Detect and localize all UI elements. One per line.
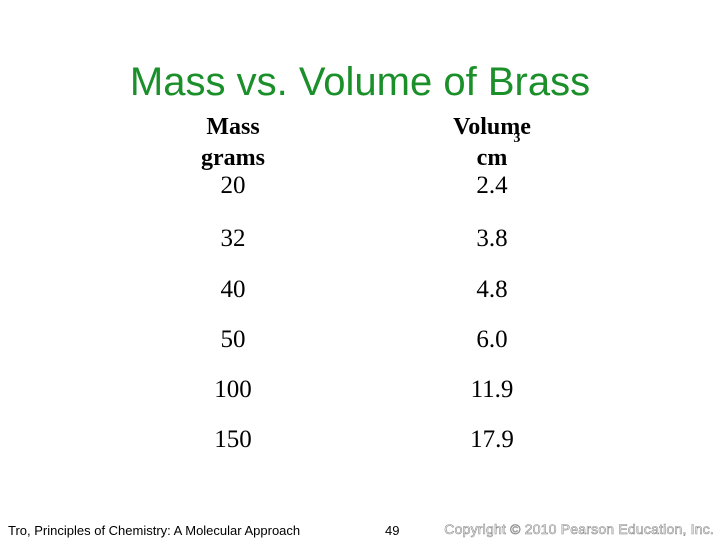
volume-header-label: Volume [453,114,531,140]
volume-header-unit-line: cm 3 [372,131,612,174]
table-row: 50 6.0 [0,320,720,360]
table-row: 150 17.9 [0,420,720,460]
mass-header-label: Mass [206,114,260,140]
table-row: 20 2.4 [0,166,720,206]
mass-cell: 150 [214,426,252,453]
mass-column-header: Mass grams [113,112,353,174]
mass-cell: 50 [220,326,246,353]
mass-volume-table: Mass grams Volume cm 3 20 2.4 32 3.8 40 … [0,112,720,472]
table-row: 32 3.8 [0,219,720,259]
mass-cell: 20 [220,172,246,199]
volume-column-header: Volume cm 3 [372,112,612,174]
footer-source: Tro, Principles of Chemistry: A Molecula… [8,523,301,538]
mass-header-unit: grams [201,145,265,171]
volume-cell: 2.4 [476,172,508,199]
footer-page-number: 49 [385,523,400,538]
volume-cell: 17.9 [470,426,514,453]
mass-cell: 40 [220,276,246,303]
slide-title: Mass vs. Volume of Brass [129,60,591,104]
volume-cell: 4.8 [476,276,508,303]
mass-cell: 100 [214,376,252,403]
mass-cell: 32 [220,225,246,252]
volume-header-unit: cm [476,145,508,171]
volume-unit-wrapper: cm 3 [476,131,521,174]
volume-cell: 3.8 [476,225,508,252]
volume-cell: 11.9 [470,376,514,403]
footer-copyright: Copyright © 2010 Pearson Education, Inc. [444,521,714,538]
volume-cell: 6.0 [476,326,508,353]
volume-unit-superscript: 3 [513,131,521,146]
table-row: 40 4.8 [0,270,720,310]
table-row: 100 11.9 [0,370,720,410]
